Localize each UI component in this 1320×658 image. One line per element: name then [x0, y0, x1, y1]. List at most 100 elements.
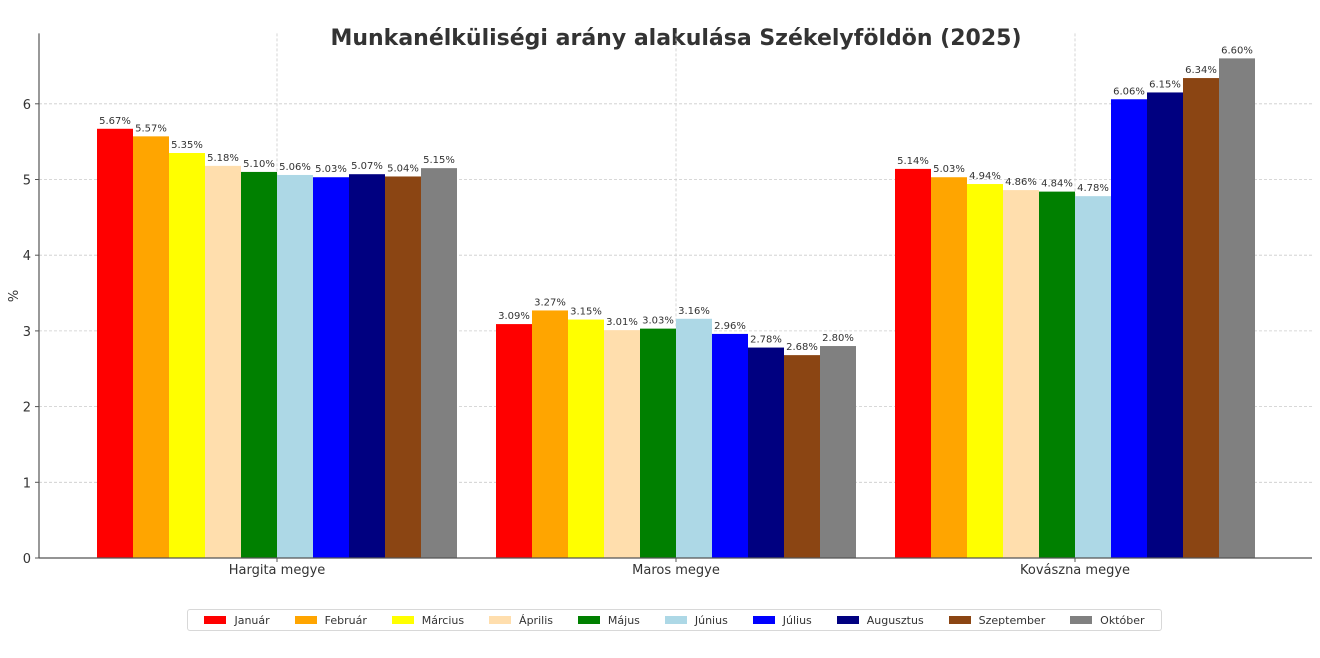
- legend-swatch: [664, 616, 687, 624]
- bar: [313, 177, 349, 558]
- y-tick-label: 3: [23, 325, 31, 340]
- bar-value-label: 5.04%: [387, 163, 419, 174]
- bar: [1183, 78, 1219, 558]
- legend-item: Február: [294, 613, 367, 627]
- legend-label: Május: [607, 613, 640, 627]
- bar-value-label: 5.67%: [99, 116, 131, 127]
- bar-value-label: 4.84%: [1041, 179, 1073, 190]
- bar-value-label: 6.15%: [1149, 79, 1181, 90]
- y-tick-label: 2: [23, 401, 31, 416]
- bar: [241, 171, 277, 558]
- bar: [676, 318, 712, 558]
- legend-item: Augusztus: [836, 613, 924, 627]
- bar: [712, 333, 748, 558]
- bar: [133, 136, 169, 558]
- bar: [349, 174, 385, 559]
- legend-swatch: [752, 616, 775, 624]
- legend-swatch: [1070, 616, 1093, 624]
- bar-value-label: 5.15%: [423, 155, 455, 166]
- y-tick-label: 5: [23, 174, 31, 189]
- bar-value-label: 6.60%: [1221, 45, 1253, 56]
- bar-value-label: 5.07%: [351, 161, 383, 172]
- legend: Január Február Március Április Május Június Jú…: [187, 609, 1162, 631]
- bar-value-label: 6.34%: [1185, 65, 1217, 76]
- legend-label: Október: [1100, 613, 1145, 627]
- axes: 0 1 2 3 4 5 6 Hargita megye Maros megye Kovászna …: [23, 33, 1312, 578]
- bar-value-label: 5.10%: [243, 159, 275, 170]
- bar: [895, 168, 931, 559]
- legend-label: Szeptember: [978, 613, 1046, 627]
- bar: [97, 128, 133, 558]
- bar: [640, 328, 676, 558]
- y-tick-label: 4: [23, 249, 31, 264]
- bar: [1111, 99, 1147, 559]
- legend-swatch: [948, 616, 971, 624]
- y-axis-label: %: [7, 290, 22, 302]
- bar-value-label: 2.80%: [822, 333, 854, 344]
- bar: [496, 324, 532, 558]
- y-tick-label: 1: [23, 476, 31, 491]
- legend-item: Április: [489, 614, 553, 627]
- legend-swatch: [294, 616, 317, 624]
- legend-item: Március: [391, 613, 465, 627]
- bar-value-label: 2.68%: [786, 342, 818, 353]
- bar: [1003, 190, 1039, 558]
- bar-value-label: 4.86%: [1005, 177, 1037, 188]
- legend-item: Január: [204, 613, 270, 627]
- bar-value-label: 5.03%: [315, 164, 347, 175]
- bar-value-label: 3.03%: [642, 316, 674, 327]
- bar-value-label: 3.27%: [534, 297, 566, 308]
- legend-swatch: [836, 616, 859, 624]
- bar-value-label: 3.15%: [570, 307, 602, 318]
- legend-label: Március: [421, 613, 465, 627]
- bar-value-label: 6.06%: [1113, 86, 1145, 97]
- bar: [169, 153, 205, 558]
- bar: [532, 310, 568, 558]
- legend-item: Június: [664, 613, 728, 627]
- bar-value-label: 5.35%: [171, 140, 203, 151]
- bar: [784, 355, 820, 558]
- bar: [967, 184, 1003, 559]
- legend-item: Május: [577, 613, 640, 627]
- x-tick-label: Maros megye: [632, 563, 720, 578]
- bar-value-label: 5.57%: [135, 123, 167, 134]
- bar: [1039, 191, 1075, 558]
- y-tick-label: 6: [23, 98, 31, 113]
- bar-value-label: 5.18%: [207, 153, 239, 164]
- bar-value-label: 5.03%: [933, 164, 965, 175]
- legend-label: Augusztus: [866, 613, 924, 627]
- bar-value-label: 5.14%: [897, 156, 929, 167]
- bar: [568, 319, 604, 558]
- legend-label: Július: [782, 613, 812, 627]
- legend-label: Január: [234, 613, 270, 627]
- bar: [385, 176, 421, 559]
- bar: [748, 347, 784, 558]
- legend-label: Június: [694, 613, 728, 627]
- legend-swatch: [391, 616, 414, 624]
- legend-item: Július: [752, 613, 812, 627]
- legend-swatch: [204, 616, 227, 624]
- bar: [277, 174, 313, 558]
- value-labels: 5.67% 3.09% 5.14% 5.57% 3.27% 5.03% 5.35% 3.15%…: [99, 45, 1253, 353]
- legend-item: Október: [1070, 613, 1145, 627]
- legend-item: Szeptember: [948, 613, 1046, 627]
- bar-value-label: 4.94%: [969, 171, 1001, 182]
- legend-swatch: [489, 616, 512, 624]
- bar-value-label: 5.06%: [279, 162, 311, 173]
- bar: [1075, 196, 1111, 559]
- bar: [421, 168, 457, 558]
- legend-swatch: [577, 616, 600, 624]
- bar-value-label: 2.78%: [750, 335, 782, 346]
- legend-label: Április: [519, 613, 553, 627]
- bar: [1147, 92, 1183, 558]
- y-tick-label: 0: [23, 552, 31, 567]
- bar-value-label: 3.01%: [606, 317, 638, 328]
- bar-value-label: 3.09%: [498, 311, 530, 322]
- legend-label: Február: [324, 613, 367, 627]
- bar-value-label: 3.16%: [678, 306, 710, 317]
- bars: [97, 58, 1255, 559]
- x-tick-label: Hargita megye: [229, 563, 326, 578]
- bar: [205, 165, 241, 558]
- bar: [604, 330, 640, 558]
- bar-value-label: 4.78%: [1077, 183, 1109, 194]
